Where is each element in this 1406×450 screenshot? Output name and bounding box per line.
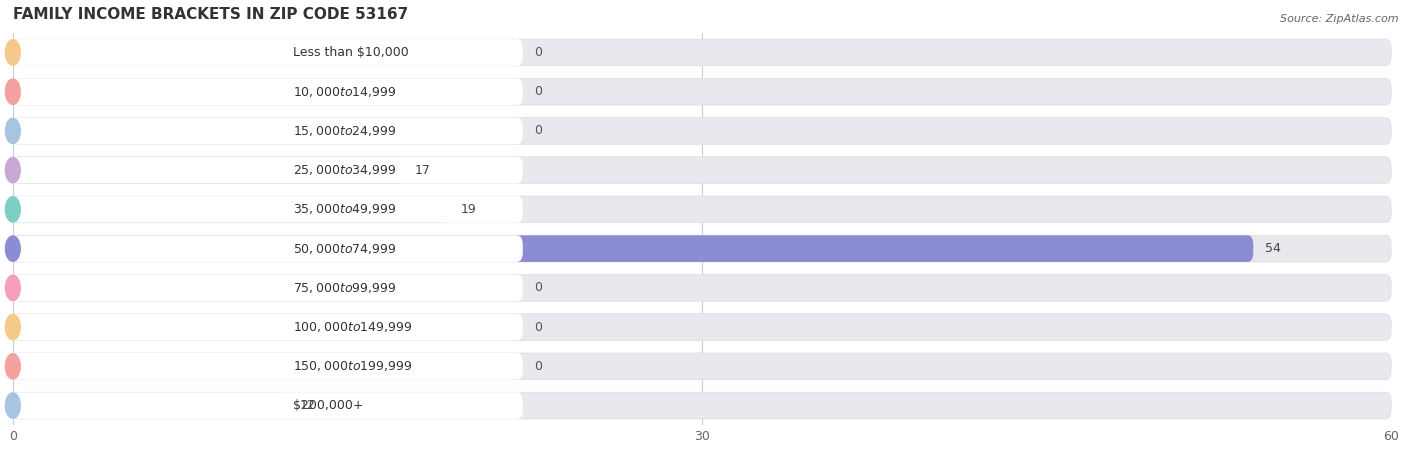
FancyBboxPatch shape — [13, 157, 1391, 184]
FancyBboxPatch shape — [13, 314, 1391, 341]
FancyBboxPatch shape — [13, 235, 1391, 262]
Text: $15,000 to $24,999: $15,000 to $24,999 — [294, 124, 396, 138]
Text: $100,000 to $149,999: $100,000 to $149,999 — [294, 320, 413, 334]
FancyBboxPatch shape — [13, 196, 523, 223]
Circle shape — [6, 315, 20, 340]
FancyBboxPatch shape — [13, 39, 523, 66]
Text: 0: 0 — [534, 46, 543, 59]
Circle shape — [6, 275, 20, 301]
Circle shape — [6, 40, 20, 65]
FancyBboxPatch shape — [13, 196, 1391, 223]
FancyBboxPatch shape — [13, 196, 450, 223]
Text: $50,000 to $74,999: $50,000 to $74,999 — [294, 242, 396, 256]
FancyBboxPatch shape — [13, 157, 404, 184]
FancyBboxPatch shape — [13, 274, 523, 301]
FancyBboxPatch shape — [13, 157, 523, 184]
Text: 0: 0 — [534, 124, 543, 137]
FancyBboxPatch shape — [13, 392, 288, 419]
Circle shape — [6, 354, 20, 379]
FancyBboxPatch shape — [13, 117, 523, 144]
Text: 17: 17 — [415, 164, 430, 177]
FancyBboxPatch shape — [13, 39, 1391, 66]
FancyBboxPatch shape — [13, 78, 1391, 105]
Text: 19: 19 — [461, 203, 477, 216]
Circle shape — [6, 393, 20, 418]
Text: 0: 0 — [534, 320, 543, 333]
Text: 0: 0 — [534, 360, 543, 373]
FancyBboxPatch shape — [13, 274, 1391, 301]
FancyBboxPatch shape — [13, 78, 523, 105]
Circle shape — [6, 118, 20, 144]
Text: 12: 12 — [299, 399, 316, 412]
Circle shape — [6, 197, 20, 222]
Text: $150,000 to $199,999: $150,000 to $199,999 — [294, 360, 413, 374]
Text: $10,000 to $14,999: $10,000 to $14,999 — [294, 85, 396, 99]
Text: 0: 0 — [534, 281, 543, 294]
FancyBboxPatch shape — [13, 235, 1253, 262]
FancyBboxPatch shape — [13, 314, 523, 341]
Circle shape — [6, 79, 20, 104]
Text: $75,000 to $99,999: $75,000 to $99,999 — [294, 281, 396, 295]
Circle shape — [6, 158, 20, 183]
Text: Less than $10,000: Less than $10,000 — [294, 46, 409, 59]
FancyBboxPatch shape — [13, 353, 1391, 380]
FancyBboxPatch shape — [13, 353, 523, 380]
Text: 54: 54 — [1265, 242, 1281, 255]
Text: $35,000 to $49,999: $35,000 to $49,999 — [294, 202, 396, 216]
FancyBboxPatch shape — [13, 392, 523, 419]
Circle shape — [6, 236, 20, 261]
FancyBboxPatch shape — [13, 117, 1391, 144]
Text: FAMILY INCOME BRACKETS IN ZIP CODE 53167: FAMILY INCOME BRACKETS IN ZIP CODE 53167 — [13, 7, 408, 22]
Text: Source: ZipAtlas.com: Source: ZipAtlas.com — [1281, 14, 1399, 23]
Text: 0: 0 — [534, 85, 543, 98]
FancyBboxPatch shape — [13, 235, 523, 262]
Text: $200,000+: $200,000+ — [294, 399, 364, 412]
FancyBboxPatch shape — [13, 392, 1391, 419]
Text: $25,000 to $34,999: $25,000 to $34,999 — [294, 163, 396, 177]
